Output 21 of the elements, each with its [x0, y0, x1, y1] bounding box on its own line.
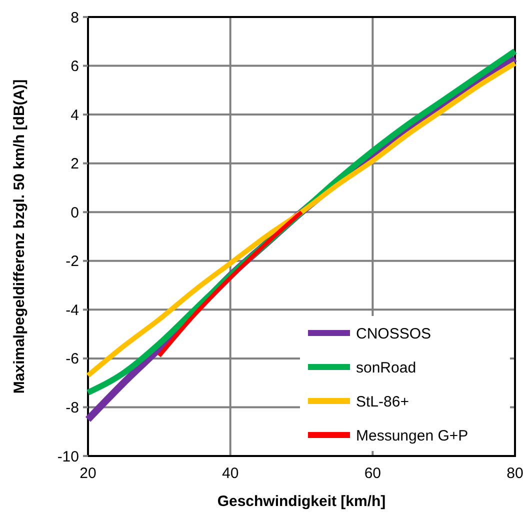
- y-tick-label: -8: [66, 399, 79, 416]
- y-tick-label: -2: [66, 253, 79, 270]
- x-tick-label: 60: [364, 465, 382, 482]
- legend-label: StL-86+: [356, 393, 410, 410]
- y-axis-title: Maximalpegeldifferenz bzgl. 50 km/h [dB(A)]: [11, 79, 28, 394]
- y-tick-label: 4: [70, 106, 79, 124]
- x-tick-label: 80: [506, 465, 523, 482]
- y-tick-label: 8: [70, 9, 79, 26]
- y-tick-label: 0: [70, 204, 79, 222]
- x-tick-label: 20: [80, 465, 96, 482]
- x-tick-label: 40: [222, 465, 239, 482]
- line-series: [157, 210, 304, 358]
- legend-label: CNOSSOS: [356, 325, 432, 342]
- legend-label: sonRoad: [356, 359, 416, 376]
- y-tick-label: -10: [57, 448, 79, 466]
- y-tick-label: -6: [66, 350, 79, 368]
- y-tick-label: -4: [66, 302, 79, 319]
- y-tick-label: 2: [70, 156, 79, 173]
- legend-label: Messungen G+P: [356, 427, 468, 444]
- y-tick-label: 6: [70, 58, 79, 76]
- x-axis-title: Geschwindigkeit [km/h]: [217, 493, 386, 510]
